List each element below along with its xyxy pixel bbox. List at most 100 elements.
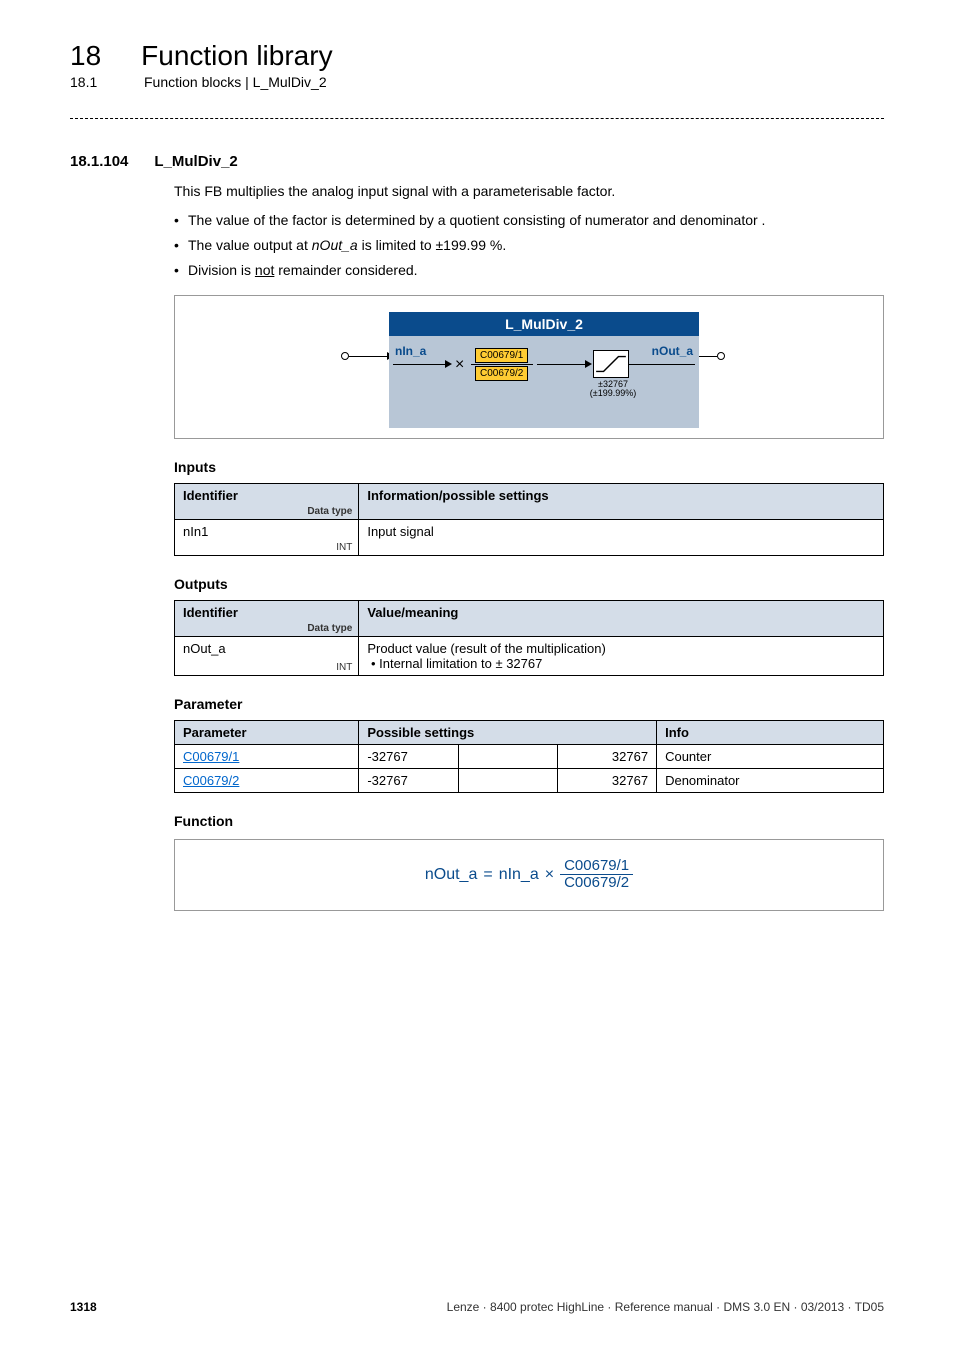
param-denominator: C00679/2 bbox=[475, 366, 528, 381]
datatype-text: INT bbox=[336, 542, 352, 553]
param-link[interactable]: C00679/1 bbox=[183, 749, 239, 764]
col-parameter: Parameter bbox=[175, 720, 359, 744]
output-port-dot bbox=[717, 352, 725, 360]
param-link-cell: C00679/1 bbox=[175, 744, 359, 768]
function-block-diagram: L_MulDiv_2 nIn_a × C00679/1 C00679/2 bbox=[174, 295, 884, 439]
bullet-text: remainder considered. bbox=[274, 262, 417, 278]
info-cell: Counter bbox=[657, 744, 884, 768]
header-text: Identifier bbox=[183, 605, 238, 620]
param-link[interactable]: C00679/2 bbox=[183, 773, 239, 788]
bullet-text: Division is bbox=[188, 262, 255, 278]
parameter-table: Parameter Possible settings Info C00679/… bbox=[174, 720, 884, 793]
table-row: C00679/2 -32767 32767 Denominator bbox=[175, 768, 884, 792]
function-heading: Function bbox=[174, 813, 884, 829]
output-port-label: nOut_a bbox=[652, 344, 693, 358]
min-cell: -32767 bbox=[359, 744, 458, 768]
formula-lhs: nOut_a bbox=[425, 866, 477, 884]
arrow-line bbox=[393, 364, 447, 366]
list-item: The value of the factor is determined by… bbox=[174, 210, 884, 231]
formula-rhs-a: nIn_a bbox=[499, 866, 539, 884]
outputs-heading: Outputs bbox=[174, 576, 884, 592]
col-identifier: Identifier Data type bbox=[175, 483, 359, 519]
input-port-dot bbox=[341, 352, 349, 360]
divider bbox=[70, 118, 884, 119]
col-identifier: Identifier Data type bbox=[175, 600, 359, 636]
bullet-text: is limited to ±199.99 %. bbox=[358, 237, 507, 253]
formula-times: × bbox=[545, 866, 554, 884]
mid-cell bbox=[458, 768, 557, 792]
list-item: The value output at nOut_a is limited to… bbox=[174, 235, 884, 256]
bullet-list: The value of the factor is determined by… bbox=[174, 210, 884, 281]
identifier-text: nIn1 bbox=[183, 524, 208, 539]
formula-denominator: C00679/2 bbox=[560, 875, 633, 892]
page-subheader: 18.1 Function blocks | L_MulDiv_2 bbox=[70, 74, 884, 90]
param-link-cell: C00679/2 bbox=[175, 768, 359, 792]
outputs-table: Identifier Data type Value/meaning nOut_… bbox=[174, 600, 884, 676]
datatype-text: INT bbox=[336, 662, 352, 673]
bullet-text: The value of the factor is determined by… bbox=[188, 212, 765, 228]
limiter-icon bbox=[593, 350, 629, 378]
table-row: nOut_a INT Product value (result of the … bbox=[175, 636, 884, 675]
input-port-label: nIn_a bbox=[395, 344, 426, 358]
info-cell: Input signal bbox=[359, 519, 884, 555]
header-text: Identifier bbox=[183, 488, 238, 503]
subsection-title: Function blocks | L_MulDiv_2 bbox=[144, 74, 327, 90]
info-cell: Product value (result of the multiplicat… bbox=[359, 636, 884, 675]
col-info: Information/possible settings bbox=[359, 483, 884, 519]
formula: nOut_a = nIn_a × C00679/1 C00679/2 bbox=[425, 858, 633, 892]
table-row: C00679/1 -32767 32767 Counter bbox=[175, 744, 884, 768]
col-settings: Possible settings bbox=[359, 720, 657, 744]
arrow-head-icon bbox=[445, 360, 452, 368]
page-footer: 1318 Lenze · 8400 protec HighLine · Refe… bbox=[70, 1300, 884, 1314]
page-number: 1318 bbox=[70, 1300, 97, 1314]
arrow-line bbox=[629, 364, 695, 366]
parameter-heading: Parameter bbox=[174, 696, 884, 712]
section-number: 18.1.104 bbox=[70, 153, 128, 170]
table-header-row: Identifier Data type Value/meaning bbox=[175, 600, 884, 636]
max-cell: 32767 bbox=[557, 768, 656, 792]
fraction-line bbox=[471, 364, 533, 365]
fb-title: L_MulDiv_2 bbox=[389, 312, 699, 336]
identifier-cell: nIn1 INT bbox=[175, 519, 359, 555]
info-cell: Denominator bbox=[657, 768, 884, 792]
max-cell: 32767 bbox=[557, 744, 656, 768]
info-text: Product value (result of the multiplicat… bbox=[367, 641, 605, 656]
bullet-italic: nOut_a bbox=[312, 237, 358, 253]
intro-paragraph: This FB multiplies the analog input sign… bbox=[174, 182, 884, 202]
chapter-number: 18 bbox=[70, 40, 101, 72]
arrow-line bbox=[699, 356, 717, 358]
multiply-symbol: × bbox=[455, 356, 464, 374]
identifier-text: nOut_a bbox=[183, 641, 226, 656]
inputs-heading: Inputs bbox=[174, 459, 884, 475]
table-header-row: Parameter Possible settings Info bbox=[175, 720, 884, 744]
datatype-sublabel: Data type bbox=[307, 623, 352, 634]
col-info: Info bbox=[657, 720, 884, 744]
formula-eq: = bbox=[483, 866, 492, 884]
chapter-title: Function library bbox=[141, 40, 332, 72]
inputs-table: Identifier Data type Information/possibl… bbox=[174, 483, 884, 556]
table-row: nIn1 INT Input signal bbox=[175, 519, 884, 555]
footer-text: Lenze · 8400 protec HighLine · Reference… bbox=[447, 1300, 884, 1314]
formula-numerator: C00679/1 bbox=[560, 858, 633, 876]
min-cell: -32767 bbox=[359, 768, 458, 792]
section-title: L_MulDiv_2 bbox=[154, 153, 237, 170]
fb-body: nIn_a × C00679/1 C00679/2 bbox=[389, 336, 699, 416]
formula-box: nOut_a = nIn_a × C00679/1 C00679/2 bbox=[174, 839, 884, 911]
function-block: L_MulDiv_2 nIn_a × C00679/1 C00679/2 bbox=[389, 312, 699, 428]
arrow-line bbox=[537, 364, 587, 366]
param-numerator: C00679/1 bbox=[475, 348, 528, 363]
datatype-sublabel: Data type bbox=[307, 506, 352, 517]
formula-fraction: C00679/1 C00679/2 bbox=[560, 858, 633, 892]
section-heading: 18.1.104 L_MulDiv_2 bbox=[70, 153, 884, 170]
limit-text: ±32767 (±199.99%) bbox=[587, 380, 639, 400]
bullet-underline: not bbox=[255, 262, 274, 278]
bullet-text: The value output at bbox=[188, 237, 312, 253]
limit-percent: (±199.99%) bbox=[590, 388, 636, 398]
arrow-head-icon bbox=[585, 360, 592, 368]
arrow-line bbox=[349, 356, 389, 358]
col-info: Value/meaning bbox=[359, 600, 884, 636]
page-header: 18 Function library bbox=[70, 0, 884, 72]
limit-value: ±32767 bbox=[598, 379, 628, 389]
subsection-number: 18.1 bbox=[70, 74, 104, 90]
info-subtext: Internal limitation to ± 32767 bbox=[379, 656, 542, 671]
